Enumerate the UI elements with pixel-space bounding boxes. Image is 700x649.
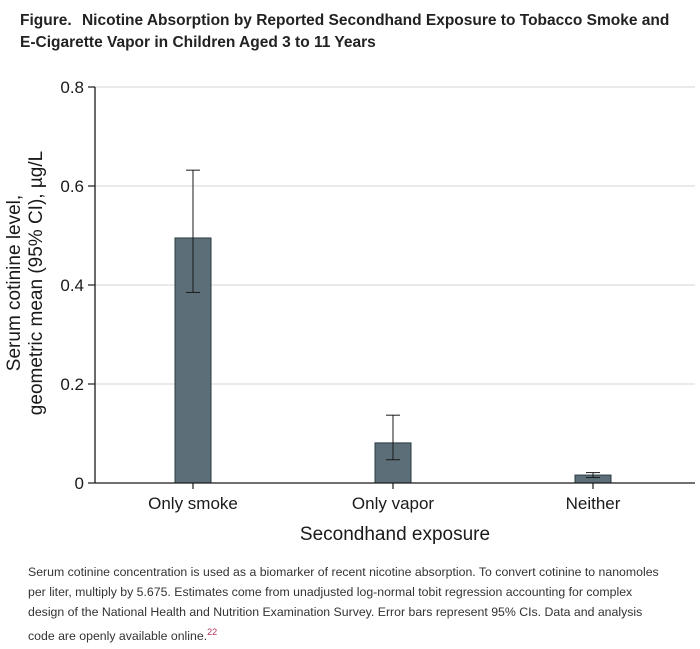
x-tick-label: Neither	[566, 494, 621, 513]
figure-caption: Serum cotinine concentration is used as …	[28, 562, 668, 646]
x-axis-label: Secondhand exposure	[300, 524, 490, 545]
y-tick-label: 0.4	[60, 276, 84, 295]
y-tick-label: 0	[75, 474, 84, 493]
y-tick-label: 0.6	[60, 177, 84, 196]
figure-label: Figure.	[20, 12, 72, 29]
bar-chart: 0 0.2 0.4 0.6 0.8 Only smoke Only vapor Neithe…	[4, 78, 695, 545]
y-axis-ticks: 0 0.2 0.4 0.6 0.8	[60, 78, 95, 493]
y-tick-label: 0.2	[60, 375, 84, 394]
figure-title: Figure. Nicotine Absorption by Reported …	[20, 10, 680, 54]
x-tick-label: Only vapor	[352, 494, 435, 513]
error-bars	[186, 169, 600, 479]
x-axis-ticks: Only smoke Only vapor Neither	[148, 483, 621, 513]
y-axis-label-line2: geometric mean (95% CI), µg/L	[26, 151, 47, 415]
bars	[174, 237, 612, 484]
y-axis-label-line1: Serum cotinine level,	[4, 195, 25, 371]
y-tick-label: 0.8	[60, 78, 84, 97]
x-tick-label: Only smoke	[148, 494, 238, 513]
figure-title-text: Nicotine Absorption by Reported Secondha…	[20, 12, 670, 51]
caption-text: Serum cotinine concentration is used as …	[28, 565, 659, 644]
caption-reference: 22	[207, 627, 218, 637]
